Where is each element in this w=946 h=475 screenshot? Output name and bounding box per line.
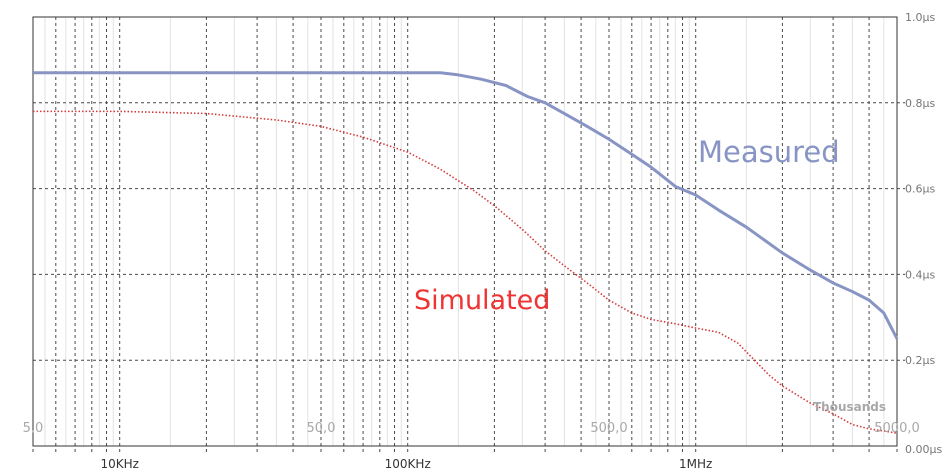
x-axis-tick-labels: 10KHz 100KHz 1MHz — [100, 457, 712, 471]
y-tick-label: 0.6µs — [905, 183, 935, 196]
simulated-series-label: Simulated — [414, 285, 550, 316]
series-layer — [33, 71, 899, 434]
secondary-axis-unit-label: Thousands — [813, 400, 886, 414]
measured-line — [33, 71, 899, 340]
plot-border — [32, 16, 898, 447]
secondary-x-tick-label: 5,0 — [23, 421, 44, 436]
y-tick-label: 1.0µs — [905, 11, 935, 24]
y-tick-label: 0.2µs — [905, 354, 935, 367]
x-tick-label: 100KHz — [385, 457, 431, 471]
x-tick-label: 1MHz — [679, 457, 712, 471]
secondary-x-tick-label: 500,0 — [590, 421, 627, 436]
minor-grid — [32, 17, 898, 454]
secondary-x-tick-label: 50,0 — [307, 421, 336, 436]
secondary-x-tick-label: 5000,0 — [874, 421, 920, 436]
y-tick-label: 0.00µs — [905, 443, 942, 456]
plot-frame — [32, 16, 898, 447]
major-grid — [33, 102, 905, 361]
y-axis-tick-labels: 0.00µs 0.2µs 0.4µs 0.6µs 0.8µs 1.0µs — [905, 11, 942, 456]
y-tick-label: 0.8µs — [905, 97, 935, 110]
measured-series-label: Measured — [698, 135, 840, 169]
secondary-x-tick-labels: 5,0 50,0 500,0 5000,0 — [23, 421, 920, 436]
x-tick-label: 10KHz — [100, 457, 138, 471]
y-tick-label: 0.4µs — [905, 268, 935, 281]
